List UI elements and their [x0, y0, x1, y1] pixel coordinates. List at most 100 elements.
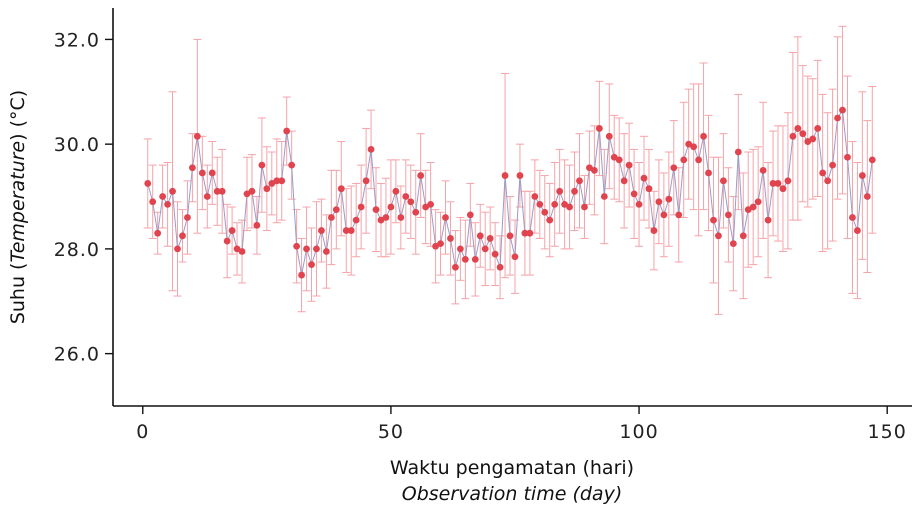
data-point [839, 106, 846, 114]
data-point [476, 232, 484, 240]
data-point [159, 193, 167, 200]
data-point [521, 229, 529, 237]
data-point [437, 240, 444, 248]
data-point [774, 180, 782, 187]
data-point [332, 206, 340, 214]
data-point [715, 232, 722, 240]
data-point [764, 216, 772, 224]
y-axis-title-prefix: Suhu ( [7, 263, 29, 325]
data-point [541, 208, 549, 216]
data-point [218, 187, 226, 195]
data-point [193, 132, 201, 140]
data-point [526, 229, 534, 237]
data-point [734, 148, 742, 156]
data-point [278, 177, 286, 185]
data-point [283, 127, 291, 135]
data-point [491, 250, 499, 258]
data-point [749, 203, 757, 211]
data-point [680, 156, 688, 164]
data-point [228, 227, 236, 234]
data-point [273, 177, 281, 185]
data-point [858, 172, 866, 179]
data-point [184, 214, 191, 221]
data-point [308, 261, 315, 269]
data-point [581, 203, 588, 211]
data-point [690, 143, 698, 151]
data-point [665, 195, 673, 203]
data-point [382, 214, 390, 221]
data-point [779, 185, 787, 193]
data-point [809, 135, 817, 143]
y-tick-label: 26.0 [54, 344, 100, 366]
data-point [710, 216, 717, 224]
data-point [868, 156, 876, 164]
data-point [298, 271, 305, 279]
data-point [854, 227, 861, 234]
data-point [481, 245, 489, 253]
data-point [571, 187, 578, 195]
data-point [447, 235, 454, 242]
data-point [347, 227, 355, 234]
data-point [863, 193, 871, 200]
x-tick-label: 0 [136, 421, 149, 443]
data-point [327, 214, 335, 221]
data-point [819, 169, 827, 177]
data-point [318, 227, 325, 234]
data-point [759, 166, 767, 174]
data-point [501, 172, 509, 179]
data-point [844, 153, 851, 161]
data-point [645, 185, 653, 193]
data-point [466, 211, 474, 219]
plot-area [143, 25, 877, 315]
data-point [720, 177, 727, 185]
data-point [516, 172, 524, 179]
data-point [169, 187, 176, 195]
data-point [154, 229, 162, 237]
data-point [412, 208, 420, 216]
data-point [824, 177, 832, 185]
data-point [536, 200, 544, 208]
data-point [208, 169, 216, 177]
data-point [427, 200, 435, 208]
data-point [511, 253, 519, 261]
data-point [456, 245, 464, 253]
data-point [556, 187, 564, 195]
data-point [303, 245, 310, 253]
data-point [313, 245, 320, 253]
data-point [407, 198, 415, 206]
data-point [203, 193, 211, 200]
data-point [660, 211, 668, 219]
data-point [670, 164, 678, 172]
data-point [729, 240, 737, 248]
data-point [258, 161, 266, 169]
data-point [238, 248, 246, 255]
data-point [253, 221, 261, 229]
data-point [392, 187, 400, 195]
data-point [595, 125, 603, 132]
data-point [179, 232, 186, 240]
data-point [829, 161, 836, 169]
data-point [322, 248, 330, 255]
data-point [794, 125, 802, 132]
x-tick-label: 150 [868, 421, 907, 443]
data-point [248, 187, 256, 195]
data-point [357, 203, 365, 211]
x-axis-title-en: Observation time (day) [402, 483, 622, 505]
y-tick-label: 32.0 [54, 29, 100, 51]
data-point [695, 156, 703, 164]
data-point [293, 242, 301, 250]
data-point [417, 172, 425, 179]
data-point [625, 161, 633, 169]
data-point [189, 164, 196, 172]
data-point [471, 255, 479, 263]
y-axis-title-suffix: ) (°C) [7, 90, 29, 141]
data-point [223, 237, 231, 245]
data-point [506, 232, 514, 240]
data-point [620, 177, 628, 185]
x-axis-title: Waktu pengamatan (hari) [390, 457, 634, 479]
data-point [789, 132, 797, 140]
data-point [650, 227, 658, 234]
data-point [496, 263, 504, 271]
data-point [814, 125, 822, 132]
